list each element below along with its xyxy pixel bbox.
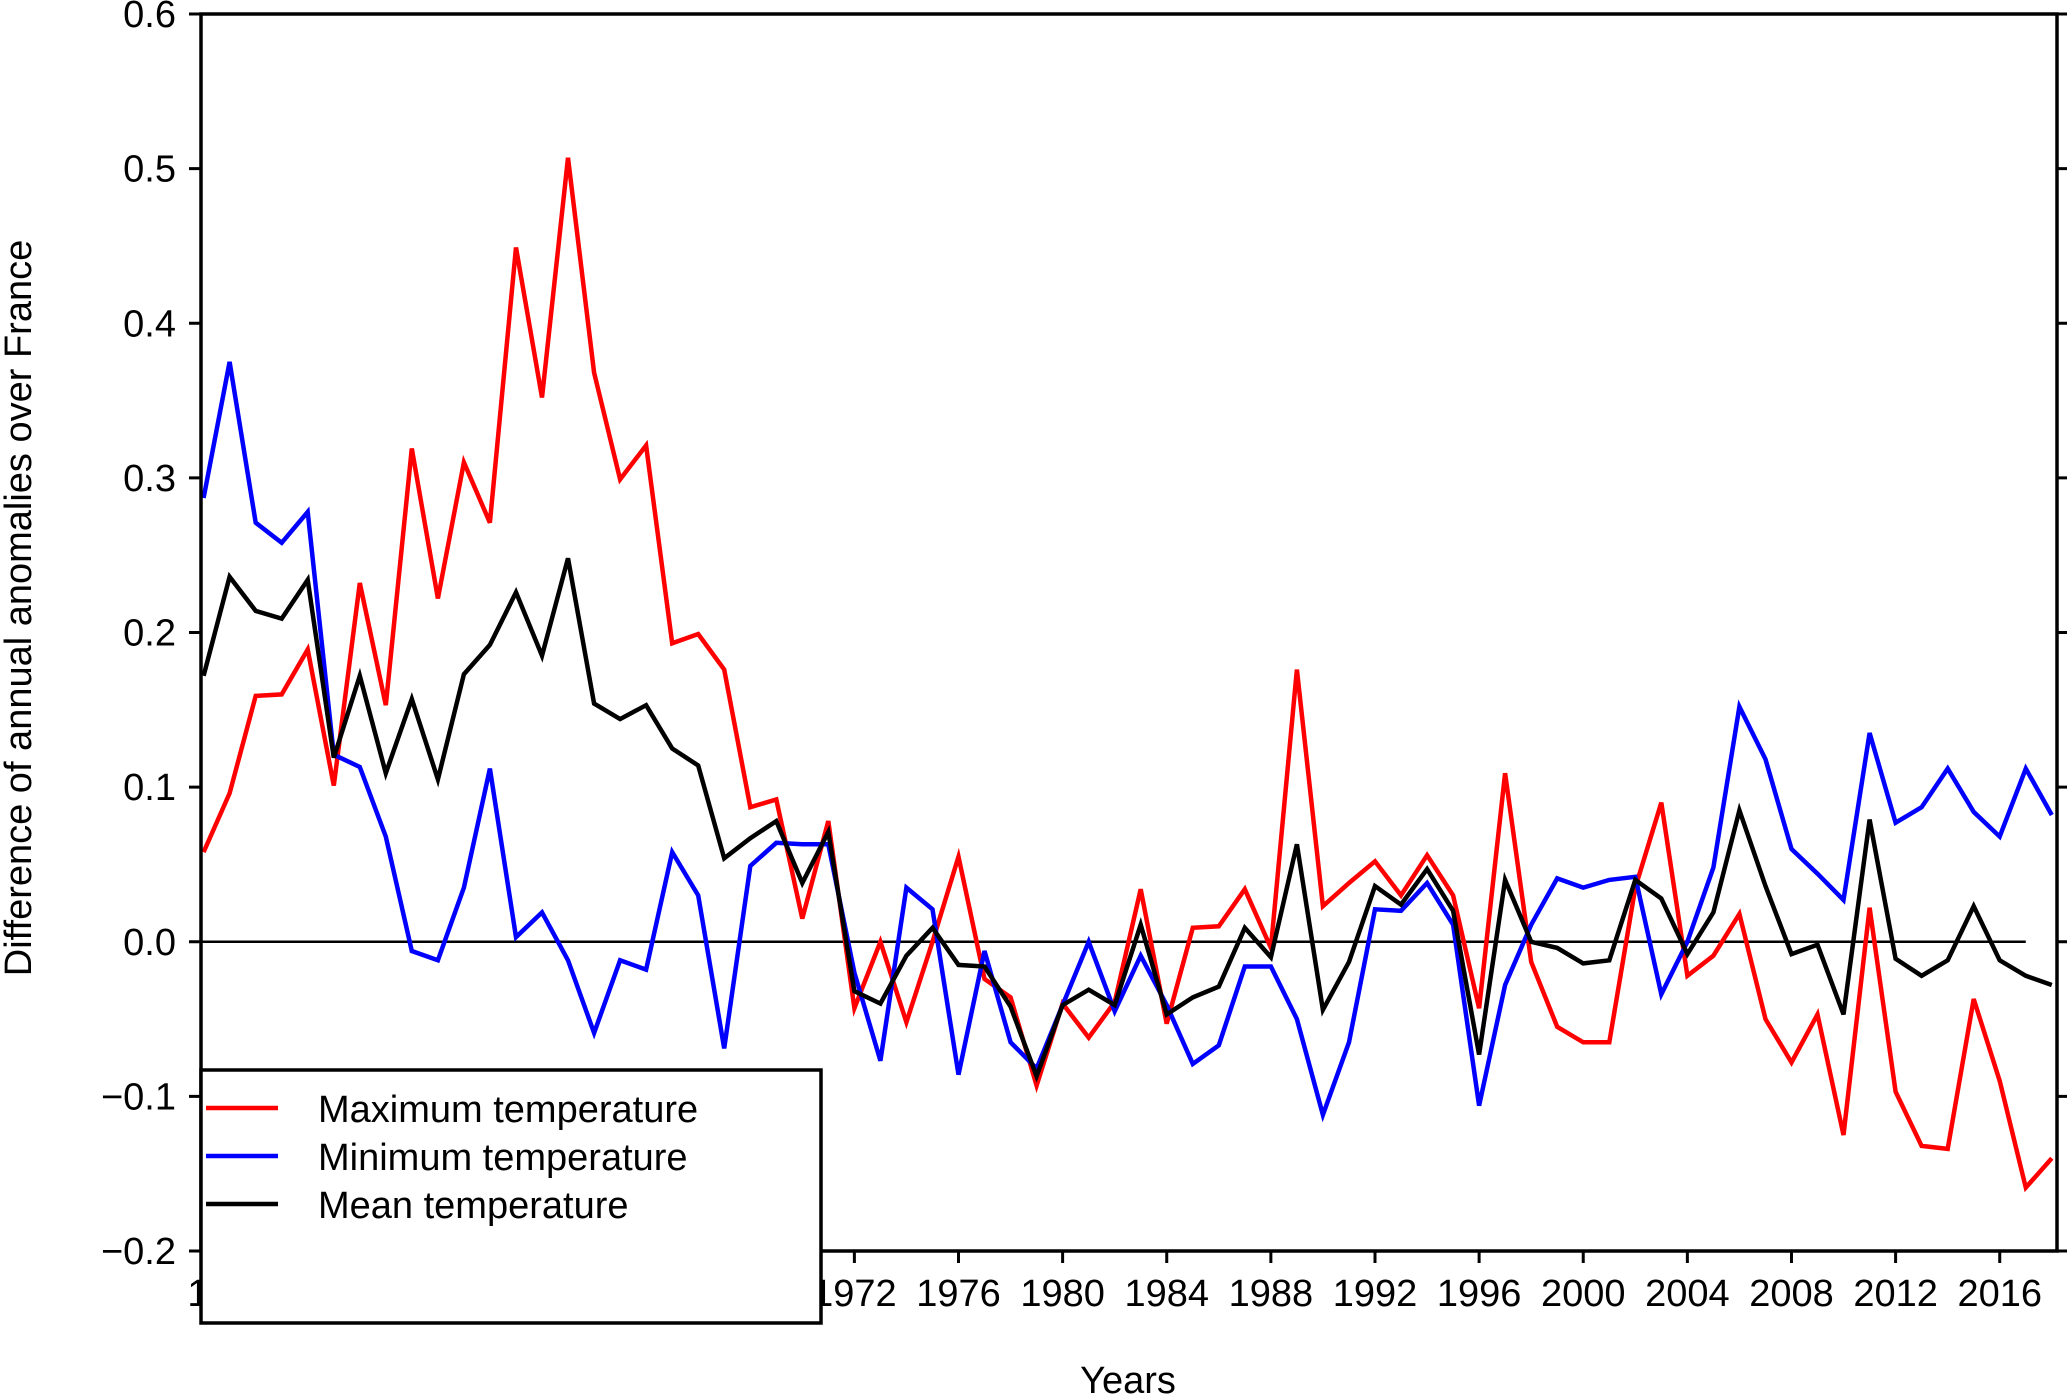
- x-tick-label: 2004: [1645, 1273, 1730, 1315]
- x-tick-label: 1996: [1437, 1273, 1522, 1315]
- x-tick-label: 2008: [1749, 1273, 1834, 1315]
- x-tick-label: 1992: [1333, 1273, 1418, 1315]
- y-tick-label: 0.5: [123, 149, 176, 191]
- legend-box: [199, 1068, 823, 1325]
- series-line-minimum-temperature: [201, 361, 2054, 1123]
- y-axis: −0.2 −0.1 0.0 0.1 0.2 0.3 0.4 0.5 0.6: [101, 0, 2067, 1273]
- x-tick-label: 1980: [1020, 1273, 1105, 1315]
- x-tick-label: 1972: [812, 1273, 897, 1315]
- y-tick-label: −0.2: [101, 1231, 176, 1273]
- y-tick-label: 0.6: [123, 0, 176, 36]
- x-axis-title: Years: [1080, 1360, 1176, 1397]
- y-tick-label: 0.0: [123, 922, 176, 964]
- y-tick-label: −0.1: [101, 1076, 176, 1118]
- y-tick-label: 0.2: [123, 613, 176, 655]
- x-tick-label: 2000: [1541, 1273, 1626, 1315]
- series-line-maximum-temperature: [201, 157, 2054, 1193]
- y-tick-label: 0.4: [123, 303, 176, 345]
- plot-frame: [199, 12, 2059, 1253]
- legend-label-min: Minimum temperature: [318, 1137, 688, 1179]
- x-tick-label: 2012: [1853, 1273, 1938, 1315]
- y-tick-label: 0.1: [123, 767, 176, 809]
- legend: Maximum temperature Minimum temperature …: [199, 1068, 823, 1325]
- x-tick-label: 1976: [916, 1273, 1001, 1315]
- y-axis-title: Difference of annual anomalies over Fran…: [0, 240, 40, 977]
- plot-series: [201, 157, 2054, 1193]
- legend-label-max: Maximum temperature: [318, 1089, 698, 1131]
- x-tick-label: 1984: [1124, 1273, 1209, 1315]
- y-tick-label: 0.3: [123, 458, 176, 500]
- x-tick-label: 1988: [1229, 1273, 1314, 1315]
- x-tick-label: 2016: [1957, 1273, 2042, 1315]
- legend-label-mean: Mean temperature: [318, 1185, 629, 1227]
- series-line-mean-temperature: [201, 557, 2053, 1083]
